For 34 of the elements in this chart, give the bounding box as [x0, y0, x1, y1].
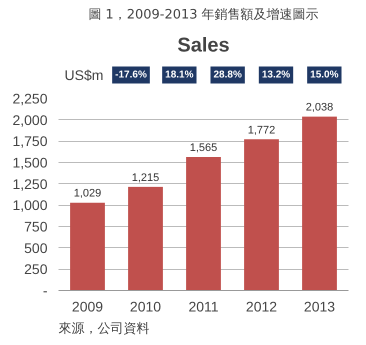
y-tick-label: 250	[24, 261, 48, 278]
data-label: 2,038	[306, 102, 334, 114]
text: 13.2%	[262, 70, 290, 80]
x-tick-label: 2013	[304, 298, 336, 314]
bar	[186, 156, 221, 290]
text: 來源，公司資料	[58, 322, 150, 336]
bar	[70, 202, 105, 290]
y-tick-label: 500	[24, 240, 48, 256]
y-tick-label: 2,250	[12, 90, 48, 106]
chart-title: 圖 1，2009-2013 年銷售額及增速圖示	[88, 8, 319, 22]
y-tick-label: 2,000	[12, 112, 48, 128]
y-tick-label: 750	[24, 218, 48, 234]
data-label: 1,772	[248, 124, 276, 136]
x-tick-label: 2011	[188, 298, 219, 314]
text: 15.0%	[310, 70, 339, 80]
text: 28.8%	[213, 70, 242, 80]
text: -17.6%	[115, 70, 147, 80]
y-tick-label: 1,500	[12, 154, 48, 170]
x-tick-label: 2009	[72, 298, 104, 314]
bar	[302, 116, 337, 290]
bar	[244, 139, 279, 290]
y-tick-label: -	[42, 282, 48, 298]
data-label: 1,565	[190, 142, 218, 154]
y-tick-label: 1,000	[12, 197, 48, 214]
bar	[128, 186, 163, 290]
x-tick-label: 2012	[246, 298, 278, 314]
data-label: 1,215	[132, 172, 160, 184]
y-tick-label: 1,750	[12, 133, 48, 150]
y-tick-label: 1,250	[12, 176, 48, 192]
data-label: 1,029	[74, 188, 102, 200]
chart-subtitle: Sales	[177, 34, 230, 56]
y-axis-title: US$m	[64, 67, 104, 83]
x-tick-label: 2010	[130, 298, 162, 314]
text: 18.1%	[165, 70, 194, 80]
